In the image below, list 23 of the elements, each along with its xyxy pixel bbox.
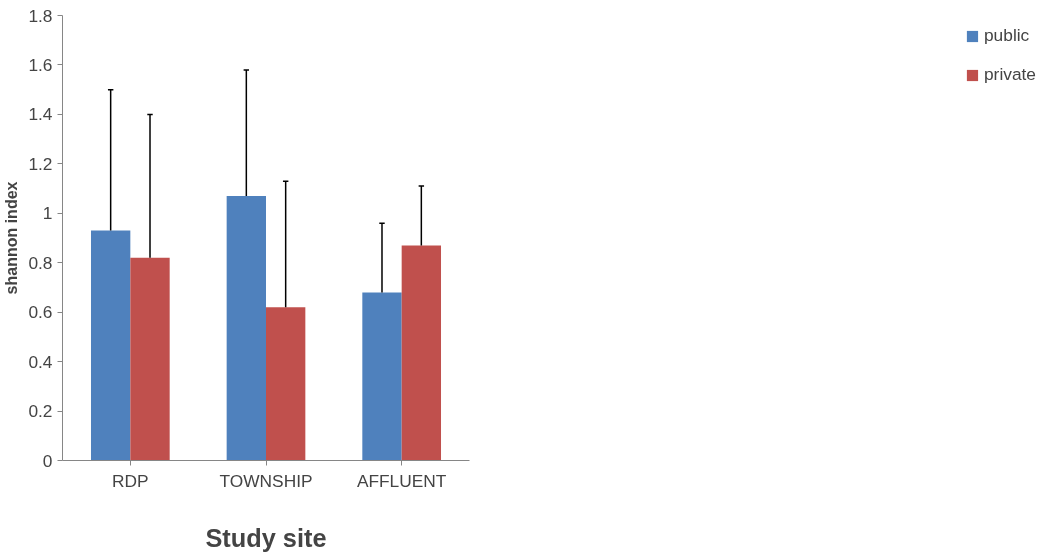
y-tick-label: 1.2: [28, 153, 53, 174]
bar: [226, 195, 266, 461]
y-tick-label: 1: [42, 203, 53, 224]
y-tick-label: 1.6: [28, 54, 53, 75]
legend-label: private: [983, 64, 1036, 85]
legend-label: public: [983, 25, 1030, 46]
bar: [130, 257, 170, 461]
y-tick-label: 0: [42, 450, 53, 471]
bar: [90, 230, 131, 461]
x-tick-label: AFFLUENT: [356, 470, 447, 491]
y-tick-label: 0.6: [28, 302, 53, 323]
y-tick-label: 0.2: [28, 401, 53, 422]
bar: [401, 245, 442, 461]
y-axis-title: shannon index: [3, 181, 21, 295]
x-tick-label: RDP: [112, 470, 149, 491]
x-axis-title: Study site: [205, 523, 327, 552]
x-tick-label: TOWNSHIP: [219, 470, 313, 491]
y-tick-label: 0.4: [28, 351, 53, 372]
y-tick-label: 1.4: [28, 104, 53, 125]
bar: [266, 307, 306, 461]
bar: [362, 292, 402, 461]
y-tick-label: 0.8: [28, 252, 53, 273]
y-tick-label: 1.8: [28, 5, 53, 26]
